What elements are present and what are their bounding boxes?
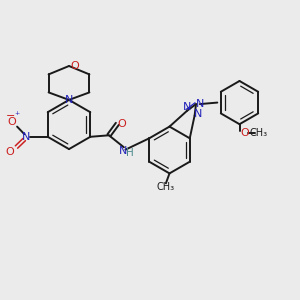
Text: H: H: [126, 148, 134, 158]
Text: N: N: [183, 102, 191, 112]
Text: O: O: [7, 117, 16, 127]
Text: O: O: [5, 147, 14, 158]
Text: N: N: [196, 99, 204, 109]
Text: N: N: [65, 95, 73, 105]
Text: CH₃: CH₃: [250, 128, 268, 138]
Text: ⁺: ⁺: [15, 111, 20, 121]
Text: O: O: [241, 128, 249, 138]
Text: N: N: [119, 146, 127, 156]
Text: O: O: [117, 119, 126, 129]
Text: CH₃: CH₃: [157, 182, 175, 192]
Text: N: N: [22, 132, 30, 142]
Text: −: −: [6, 111, 15, 121]
Text: O: O: [70, 61, 79, 71]
Text: N: N: [194, 109, 203, 118]
